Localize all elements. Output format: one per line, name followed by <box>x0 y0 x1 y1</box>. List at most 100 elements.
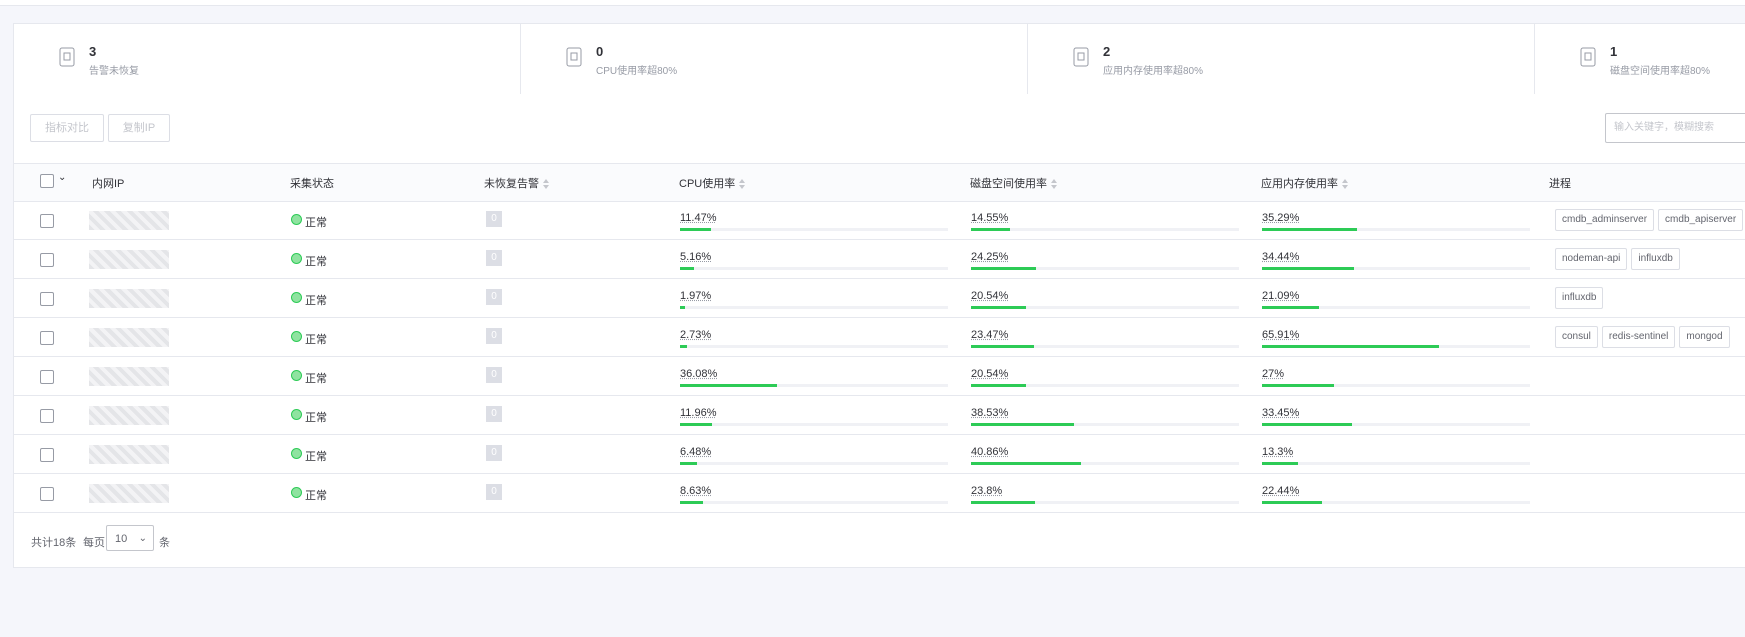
summary-count: 3 <box>89 44 97 59</box>
row-divider <box>14 512 1745 513</box>
sort-up <box>739 179 746 184</box>
card-icon <box>1069 44 1093 70</box>
checkbox[interactable] <box>40 331 54 345</box>
alarm-badge: 0 <box>486 211 502 227</box>
percent-label: 27% <box>1262 368 1285 380</box>
column-header: 磁盘空间使用率 <box>970 175 1057 191</box>
per-page-select[interactable]: 10 ⌄ <box>106 525 154 551</box>
checkbox[interactable] <box>40 253 54 267</box>
sort-up <box>543 179 549 184</box>
checkbox[interactable] <box>40 448 54 462</box>
total-count: 共计18条 <box>31 537 77 549</box>
alarm-badge: 0 <box>486 289 502 305</box>
status-text: 正常 <box>305 256 327 268</box>
process-tag: cmdb_adminserver <box>1555 209 1655 231</box>
sort-icon[interactable] <box>1051 179 1057 190</box>
process-tag: influxdb <box>1631 248 1680 270</box>
progress-bar <box>971 423 1075 426</box>
status-dot <box>291 253 302 264</box>
column-header: 进程 <box>1549 178 1571 190</box>
summary-label: 磁盘空间使用率超80% <box>1610 66 1711 77</box>
checkbox[interactable] <box>40 292 54 306</box>
search-input[interactable]: 输入关键字，模糊搜索 <box>1605 113 1745 143</box>
progress-bar <box>680 228 711 231</box>
alarm-badge: 0 <box>486 484 502 500</box>
divider <box>1534 24 1535 94</box>
summary-count: 2 <box>1103 44 1111 59</box>
row-divider <box>14 473 1745 474</box>
sort-icon[interactable] <box>1342 179 1348 190</box>
toolbar-button[interactable]: 复制IP <box>108 114 170 142</box>
alarm-badge: 0 <box>486 445 502 461</box>
progress-bar <box>971 345 1034 348</box>
status-text: 正常 <box>305 451 327 463</box>
progress-bar <box>680 423 713 426</box>
progress-track <box>680 384 948 387</box>
row-divider <box>14 434 1745 435</box>
per-page-label: 每页 <box>83 537 105 549</box>
progress-track <box>680 423 948 426</box>
column-header: 应用内存使用率 <box>1261 175 1348 191</box>
progress-track <box>971 462 1239 465</box>
process-tag: consul <box>1555 326 1598 348</box>
sort-up <box>1342 179 1348 184</box>
icon <box>1073 47 1089 67</box>
percent-label: 11.47% <box>680 212 717 224</box>
card-icon <box>1576 44 1600 70</box>
checkbox[interactable] <box>40 487 54 501</box>
percent-label: 8.63% <box>680 485 712 497</box>
progress-bar <box>680 384 777 387</box>
row-divider <box>14 278 1745 279</box>
progress-bar <box>1262 501 1323 504</box>
progress-bar <box>971 384 1027 387</box>
row-divider <box>14 317 1745 318</box>
checkbox[interactable] <box>40 409 54 423</box>
percent-label: 5.16% <box>680 251 712 263</box>
summary-label: 告警未恢复 <box>89 66 139 77</box>
column-header: 未恢复告警 <box>484 175 549 191</box>
divider <box>1027 24 1028 94</box>
status-dot <box>291 370 302 381</box>
progress-track <box>1262 267 1530 270</box>
percent-label: 22.44% <box>1262 485 1300 497</box>
toolbar-button[interactable]: 指标对比 <box>30 114 104 142</box>
summary-count: 0 <box>596 44 604 59</box>
percent-label: 11.96% <box>680 407 717 419</box>
checkbox[interactable] <box>40 174 54 188</box>
summary-label: CPU使用率超80% <box>596 66 678 77</box>
progress-bar <box>971 306 1027 309</box>
progress-track <box>680 228 948 231</box>
progress-track <box>1262 384 1530 387</box>
alarm-badge: 0 <box>486 250 502 266</box>
status-dot <box>291 214 302 225</box>
progress-bar <box>1262 228 1357 231</box>
checkbox[interactable] <box>40 370 54 384</box>
summary-label: 应用内存使用率超80% <box>1103 66 1204 77</box>
sort-down <box>1051 185 1057 190</box>
percent-label: 21.09% <box>1262 290 1300 302</box>
progress-bar <box>680 267 694 270</box>
progress-track <box>1262 462 1530 465</box>
sort-icon[interactable] <box>739 179 746 190</box>
percent-label: 20.54% <box>971 290 1009 302</box>
progress-track <box>971 384 1239 387</box>
percent-label: 24.25% <box>971 251 1009 263</box>
ip-blurred <box>89 367 169 386</box>
progress-track <box>680 306 948 309</box>
progress-bar <box>971 501 1035 504</box>
progress-bar <box>1262 267 1355 270</box>
sort-up <box>1051 179 1057 184</box>
progress-bar <box>680 501 704 504</box>
card-icon <box>562 44 586 70</box>
table-header <box>14 163 1745 202</box>
summary-count: 1 <box>1610 44 1618 59</box>
status-dot <box>291 331 302 342</box>
checkbox[interactable] <box>40 214 54 228</box>
percent-label: 23.8% <box>971 485 1003 497</box>
progress-track <box>680 267 948 270</box>
percent-label: 38.53% <box>971 407 1009 419</box>
unit-label: 条 <box>159 537 170 549</box>
ip-blurred <box>89 328 169 347</box>
sort-icon[interactable] <box>543 179 549 190</box>
status-dot <box>291 448 302 459</box>
